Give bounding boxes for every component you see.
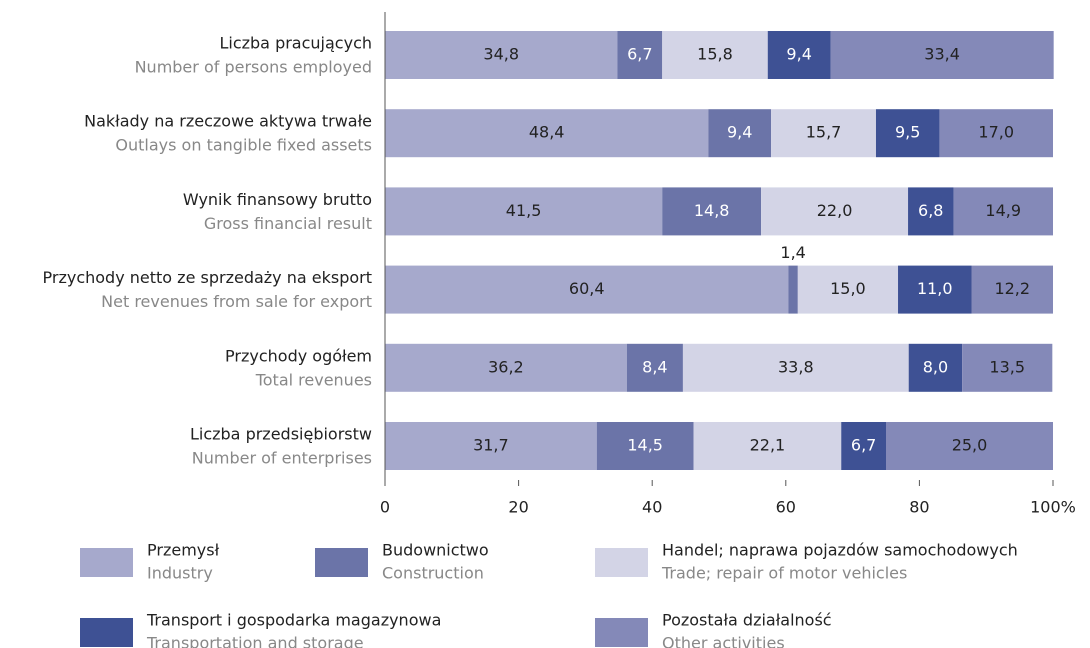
value-label: 33,8 — [778, 357, 814, 376]
bar-segment — [830, 31, 1054, 79]
legend-label-en: Trade; repair of motor vehicles — [661, 564, 907, 583]
value-label: 11,0 — [917, 279, 953, 298]
value-label: 1,4 — [780, 243, 805, 262]
category-label-en: Net revenues from sale for export — [101, 292, 372, 311]
category-label-en: Number of persons employed — [135, 58, 372, 77]
bar-segment — [898, 265, 972, 314]
value-label: 6,7 — [627, 45, 652, 64]
legend-label-en: Transportation and storage — [146, 634, 364, 648]
category-label: Liczba przedsiębiorstw — [190, 425, 372, 444]
legend-label-en: Industry — [147, 564, 213, 583]
bar-segment — [385, 343, 627, 392]
bar-segment — [617, 31, 663, 79]
legend-label: Przemysł — [147, 541, 220, 560]
legend-swatch — [595, 548, 648, 577]
x-tick-label: 20 — [508, 498, 528, 517]
value-label: 22,0 — [817, 201, 853, 220]
value-label: 41,5 — [506, 201, 542, 220]
value-label: 14,5 — [627, 436, 663, 455]
x-tick-label: 0 — [380, 498, 390, 517]
bar-segment — [971, 265, 1053, 314]
value-label: 14,8 — [694, 201, 730, 220]
category-label: Przychody netto ze sprzedaży na eksport — [43, 268, 372, 287]
bar-segment — [908, 343, 963, 392]
value-label: 22,1 — [750, 436, 786, 455]
category-label-en: Total revenues — [255, 370, 372, 389]
legend-swatch — [595, 618, 648, 647]
category-label-en: Number of enterprises — [192, 449, 372, 468]
category-label: Przychody ogółem — [225, 346, 372, 365]
legend-swatch — [80, 548, 133, 577]
value-label: 15,7 — [806, 123, 842, 142]
x-tick-label: 40 — [642, 498, 662, 517]
bar-segment — [385, 422, 597, 470]
bar-segment — [693, 422, 842, 470]
bar-segment — [385, 31, 618, 79]
bar-segment — [385, 187, 663, 236]
value-label: 9,4 — [727, 123, 752, 142]
bar-segment — [797, 265, 899, 314]
value-label: 13,5 — [989, 357, 1025, 376]
bar-segment — [682, 343, 909, 392]
value-label: 14,9 — [985, 201, 1021, 220]
bar-segment — [708, 109, 772, 158]
bar-segment — [841, 422, 886, 470]
value-label: 8,0 — [923, 357, 948, 376]
value-label: 6,8 — [918, 201, 943, 220]
category-label-en: Outlays on tangible fixed assets — [115, 136, 372, 155]
bar-segment — [385, 109, 709, 158]
bar-segment — [953, 187, 1053, 236]
legend-swatch — [315, 548, 368, 577]
value-label: 12,2 — [994, 279, 1030, 298]
bar-segment — [962, 343, 1053, 392]
value-label: 15,0 — [830, 279, 866, 298]
legend-label: Budownictwo — [382, 541, 489, 560]
value-label: 36,2 — [488, 357, 524, 376]
legend-label: Handel; naprawa pojazdów samochodowych — [662, 541, 1018, 560]
value-label: 9,5 — [895, 123, 920, 142]
legend-label: Transport i gospodarka magazynowa — [146, 611, 441, 630]
legend-label-en: Other activities — [662, 634, 785, 648]
legend-swatch — [80, 618, 133, 647]
category-label: Nakłady na rzeczowe aktywa trwałe — [84, 112, 372, 131]
legend-label-en: Construction — [382, 564, 484, 583]
bar-segment — [886, 422, 1053, 470]
bar-segment — [875, 109, 940, 158]
bar-segment — [771, 109, 876, 158]
bar-segment — [626, 343, 683, 392]
x-tick-label: 100% — [1030, 498, 1076, 517]
value-label: 8,4 — [642, 357, 667, 376]
value-label: 9,4 — [786, 45, 811, 64]
x-tick-label: 60 — [776, 498, 796, 517]
value-label: 60,4 — [569, 279, 605, 298]
value-label: 48,4 — [529, 123, 565, 142]
value-label: 31,7 — [473, 436, 509, 455]
bar-segment — [788, 265, 798, 314]
category-label: Wynik finansowy brutto — [183, 190, 372, 209]
value-label: 15,8 — [697, 45, 733, 64]
value-label: 17,0 — [978, 123, 1014, 142]
value-label: 25,0 — [952, 436, 988, 455]
legend-label: Pozostała działalność — [662, 611, 832, 630]
bar-segment — [662, 187, 762, 236]
bar-segment — [385, 265, 789, 314]
bar-segment — [662, 31, 768, 79]
bar-segment — [761, 187, 909, 236]
bar-segment — [908, 187, 954, 236]
value-label: 34,8 — [483, 45, 519, 64]
bar-segment — [596, 422, 694, 470]
category-label: Liczba pracujących — [219, 34, 372, 53]
value-label: 6,7 — [851, 436, 876, 455]
bar-segment — [767, 31, 831, 79]
x-tick-label: 80 — [909, 498, 929, 517]
value-label: 33,4 — [924, 45, 960, 64]
bar-segment — [939, 109, 1053, 158]
category-label-en: Gross financial result — [204, 214, 372, 233]
